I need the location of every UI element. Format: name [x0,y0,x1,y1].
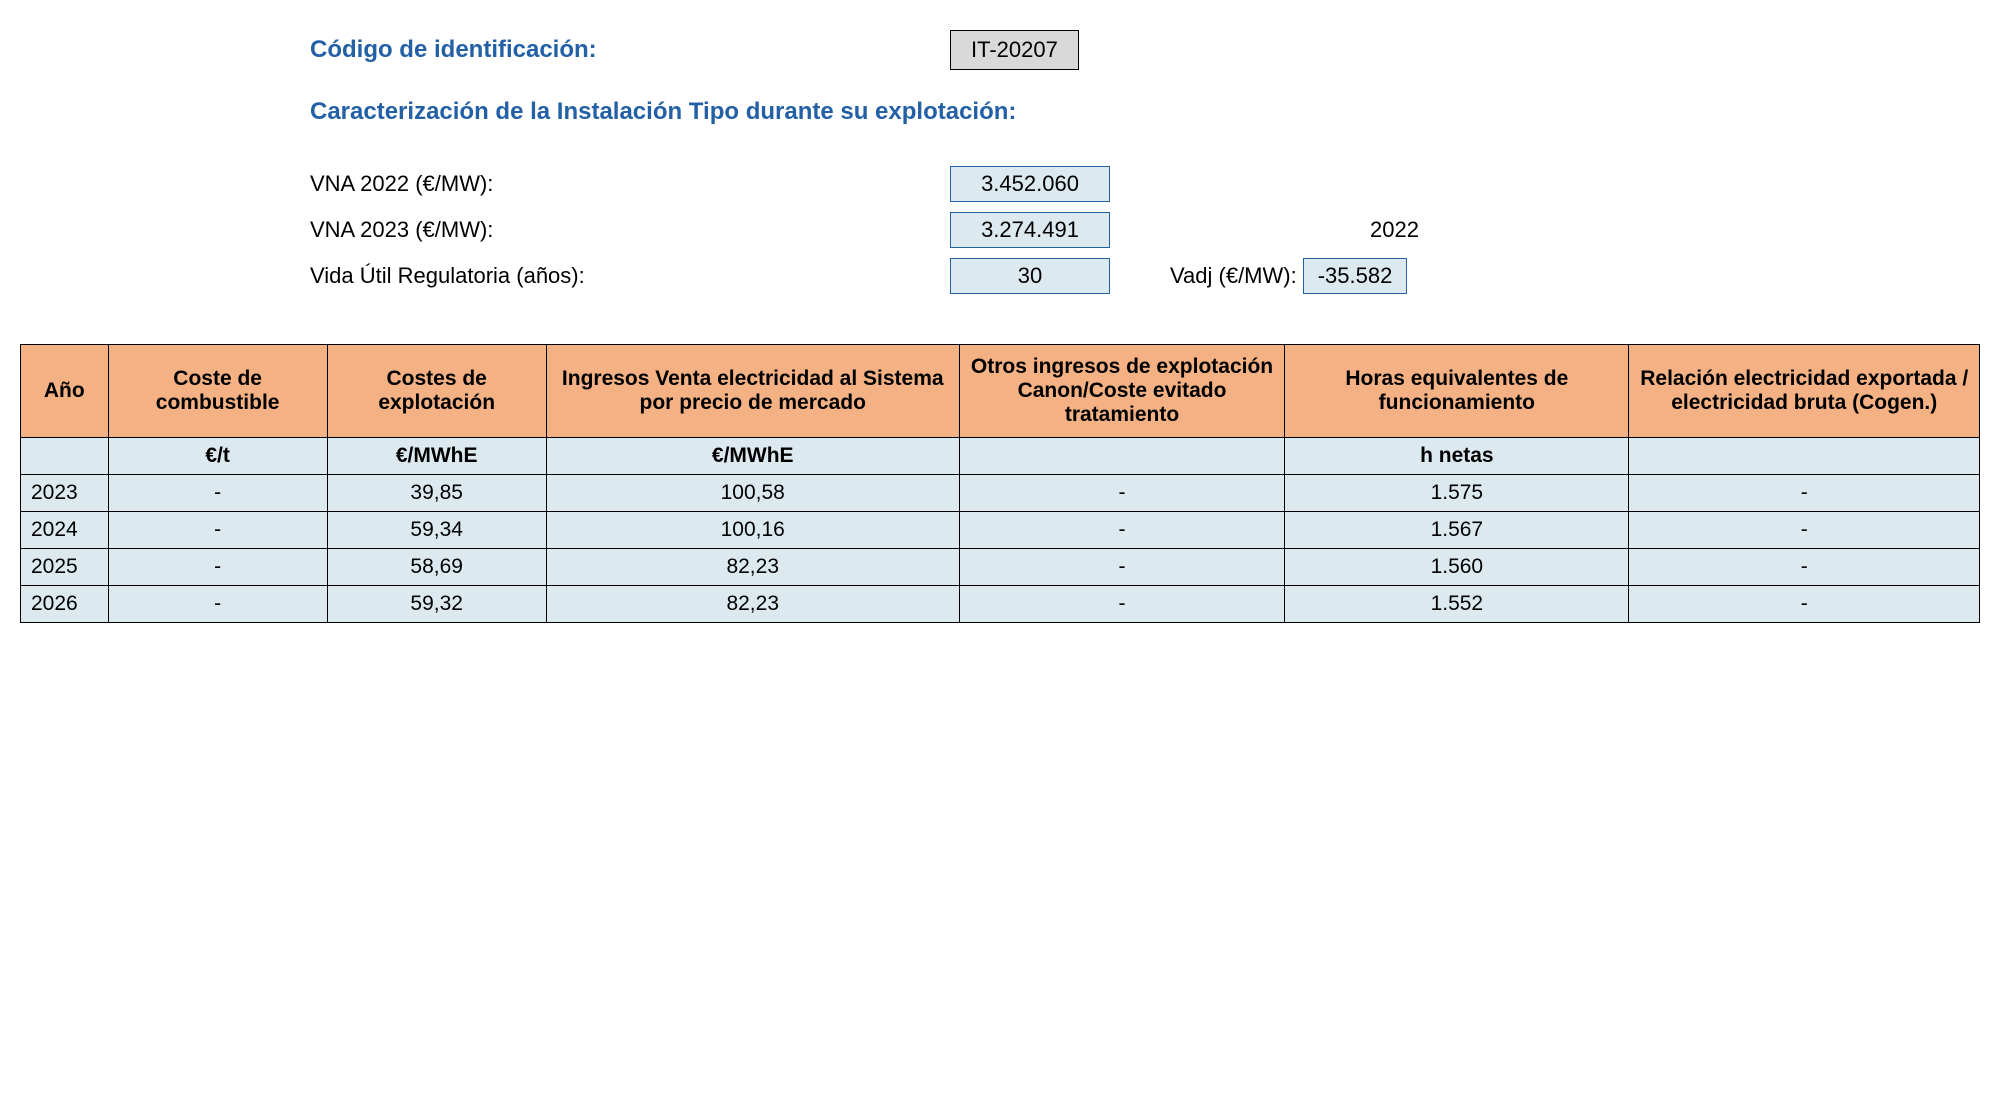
vadj-value: -35.582 [1303,258,1408,294]
cell: - [1629,475,1980,512]
unit-cell [959,438,1284,475]
cell: 1.575 [1285,475,1629,512]
cell-year: 2024 [21,512,109,549]
col-header-year: Año [21,345,109,438]
table-body: €/t €/MWhE €/MWhE h netas 2023 - 39,85 1… [21,438,1980,623]
cell: 1.567 [1285,512,1629,549]
vida-value: 30 [950,258,1110,294]
cell: - [108,475,327,512]
table-row: 2026 - 59,32 82,23 - 1.552 - [21,586,1980,623]
unit-cell [1629,438,1980,475]
cell: - [959,512,1284,549]
cell: 100,58 [546,475,959,512]
col-header-opex: Costes de explotación [327,345,546,438]
unit-cell: €/MWhE [327,438,546,475]
cell: - [1629,586,1980,623]
col-header-other: Otros ingresos de explotación Canon/Cost… [959,345,1284,438]
cell-year: 2026 [21,586,109,623]
vna-2023-label: VNA 2023 (€/MW): [310,217,950,243]
id-label: Código de identificación: [310,36,950,64]
unit-cell: h netas [1285,438,1629,475]
cell: - [1629,549,1980,586]
cell: 100,16 [546,512,959,549]
col-header-income: Ingresos Venta electricidad al Sistema p… [546,345,959,438]
vna-2022-label: VNA 2022 (€/MW): [310,171,950,197]
cell: 1.552 [1285,586,1629,623]
cell: 82,23 [546,586,959,623]
data-table: Año Coste de combustible Costes de explo… [20,344,1980,623]
cell: - [108,586,327,623]
units-row: €/t €/MWhE €/MWhE h netas [21,438,1980,475]
cell-year: 2025 [21,549,109,586]
cell: - [959,475,1284,512]
year-ref: 2022 [1370,217,1419,243]
cell: - [108,549,327,586]
cell-year: 2023 [21,475,109,512]
cell: 59,32 [327,586,546,623]
subtitle: Caracterización de la Instalación Tipo d… [310,98,1016,126]
vna-2022-value: 3.452.060 [950,166,1110,202]
unit-cell: €/t [108,438,327,475]
table-row: 2025 - 58,69 82,23 - 1.560 - [21,549,1980,586]
id-value-box: IT-20207 [950,30,1079,70]
table-row: 2024 - 59,34 100,16 - 1.567 - [21,512,1980,549]
cell: - [108,512,327,549]
unit-cell [21,438,109,475]
cell: - [959,549,1284,586]
cell: 82,23 [546,549,959,586]
col-header-ratio: Relación electricidad exportada / electr… [1629,345,1980,438]
cell: - [1629,512,1980,549]
col-header-fuel: Coste de combustible [108,345,327,438]
col-header-hours: Horas equivalentes de funcionamiento [1285,345,1629,438]
unit-cell: €/MWhE [546,438,959,475]
table-header-row: Año Coste de combustible Costes de explo… [21,345,1980,438]
cell: - [959,586,1284,623]
cell: 58,69 [327,549,546,586]
table-row: 2023 - 39,85 100,58 - 1.575 - [21,475,1980,512]
vadj-label: Vadj (€/MW): [1170,263,1297,289]
vna-2023-value: 3.274.491 [950,212,1110,248]
cell: 1.560 [1285,549,1629,586]
cell: 59,34 [327,512,546,549]
cell: 39,85 [327,475,546,512]
vida-label: Vida Útil Regulatoria (años): [310,263,950,289]
